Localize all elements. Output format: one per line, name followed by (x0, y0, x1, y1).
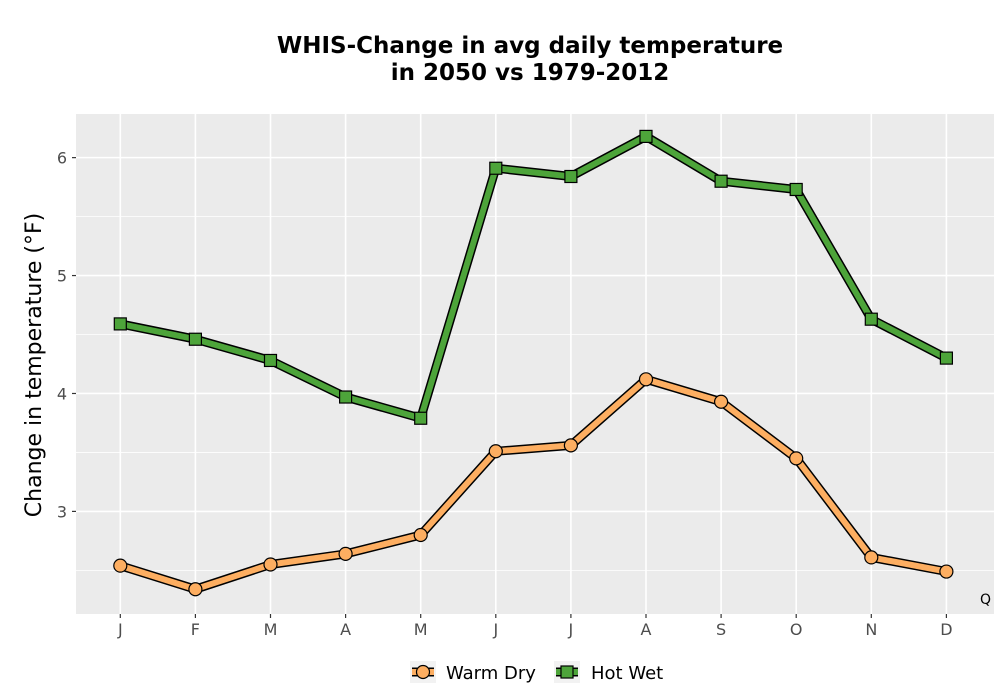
data-point (414, 411, 428, 425)
data-point (263, 557, 278, 572)
x-tick-label: S (716, 620, 726, 639)
x-tick-label: A (340, 620, 351, 639)
corner-label: Q (980, 592, 991, 608)
data-point (939, 564, 954, 579)
y-tick-label: 4 (57, 384, 67, 403)
chart-title-line-2: in 2050 vs 1979-2012 (391, 60, 670, 86)
data-point (263, 353, 278, 368)
x-tick-label: N (865, 620, 877, 639)
data-point (113, 558, 128, 573)
x-tick-label: M (264, 620, 278, 639)
y-tick-label: 6 (57, 149, 67, 168)
x-tick-label: J (117, 620, 123, 639)
legend-key-marker (415, 664, 431, 680)
legend-item-hot-wet: Hot Wet (554, 661, 663, 684)
legend: Warm Dry Hot Wet (410, 661, 663, 684)
legend-label: Hot Wet (591, 663, 663, 684)
x-tick-label: O (790, 620, 803, 639)
y-tick-label: 3 (57, 502, 67, 521)
data-point (864, 312, 878, 326)
x-tick-label: M (414, 620, 428, 639)
data-point (338, 546, 353, 561)
series-line (117, 133, 950, 422)
plot-panel (76, 114, 994, 614)
data-point (188, 332, 202, 346)
data-point (564, 169, 578, 184)
data-point (638, 372, 654, 387)
series-line (117, 376, 950, 593)
data-point (413, 527, 428, 543)
series-layer (113, 129, 954, 597)
data-point (563, 438, 579, 453)
series-warm-dry (113, 372, 954, 597)
x-tick-label: J (492, 620, 498, 639)
chart-title-line-1: WHIS-Change in avg daily temperature (277, 33, 783, 59)
y-tick-label: 5 (57, 267, 67, 286)
data-point (639, 129, 653, 144)
legend-label: Warm Dry (446, 663, 536, 684)
y-axis: 3 4 5 6 (57, 149, 76, 521)
data-point (488, 444, 503, 459)
x-tick-label: J (568, 620, 574, 639)
data-point (713, 394, 729, 409)
data-point (188, 582, 203, 597)
data-point (789, 451, 804, 466)
data-point (113, 317, 127, 331)
legend-key-marker (560, 665, 574, 679)
x-tick-label: D (940, 620, 952, 639)
legend-item-warm-dry: Warm Dry (410, 661, 536, 684)
data-point (339, 390, 353, 404)
data-point (864, 550, 879, 565)
data-point (489, 161, 503, 175)
y-axis-label: Change in temperature (°F) (22, 213, 47, 517)
series-hot-wet (113, 129, 954, 425)
data-point (939, 351, 954, 365)
data-point (789, 182, 803, 197)
data-point (714, 174, 728, 188)
x-tick-label: F (191, 620, 200, 639)
x-tick-label: A (641, 620, 652, 639)
